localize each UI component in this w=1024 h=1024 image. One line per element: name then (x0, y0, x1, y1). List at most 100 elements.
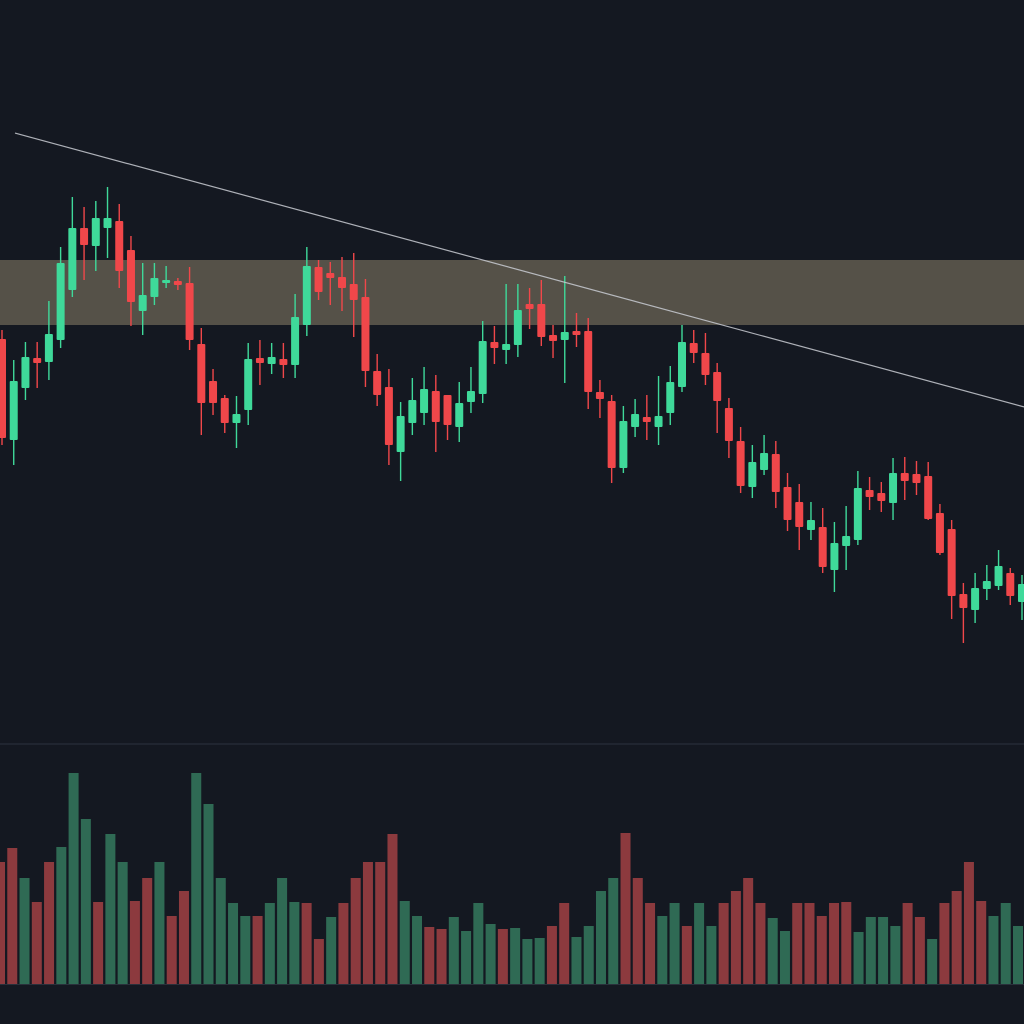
resistance-zone[interactable] (0, 260, 1024, 325)
candle-up[interactable] (103, 187, 112, 258)
candle-body (678, 342, 686, 387)
candle-body (279, 359, 288, 365)
candle-down[interactable] (595, 380, 604, 418)
candle-up[interactable] (889, 458, 898, 520)
candle-up[interactable] (994, 550, 1003, 590)
candle-down[interactable] (701, 333, 710, 385)
candle-down[interactable] (209, 369, 218, 415)
candle-down[interactable] (959, 583, 968, 643)
candle-up[interactable] (1018, 575, 1024, 620)
candle-down[interactable] (349, 253, 358, 337)
candle-down[interactable] (314, 260, 323, 300)
candle-body (478, 341, 487, 394)
candle-down[interactable] (326, 262, 335, 305)
candle-up[interactable] (302, 247, 311, 336)
candle-body (818, 527, 827, 567)
candle-up[interactable] (830, 522, 839, 592)
candle-down[interactable] (549, 325, 558, 358)
candle-down[interactable] (935, 504, 944, 555)
candle-up[interactable] (9, 360, 18, 465)
candle-down[interactable] (947, 520, 956, 619)
candle-down[interactable] (771, 441, 780, 508)
candle-down[interactable] (912, 461, 921, 495)
candle-down[interactable] (865, 477, 874, 510)
candle-up[interactable] (971, 573, 980, 623)
candle-down[interactable] (818, 508, 827, 573)
candle-down[interactable] (197, 328, 206, 435)
candle-up[interactable] (244, 343, 253, 425)
candle-down[interactable] (279, 343, 288, 378)
candle-down[interactable] (431, 375, 440, 452)
candle-up[interactable] (68, 197, 77, 297)
candle-down[interactable] (338, 257, 346, 311)
candle-up[interactable] (666, 366, 675, 425)
candle-down[interactable] (724, 398, 733, 458)
candle-down[interactable] (490, 326, 499, 364)
candle-up[interactable] (748, 445, 757, 498)
candle-up[interactable] (806, 502, 815, 540)
candle-down[interactable] (80, 207, 89, 280)
candle-down[interactable] (126, 236, 135, 326)
candle-body (209, 381, 218, 403)
candle-down[interactable] (713, 363, 722, 433)
candle-down[interactable] (185, 267, 194, 350)
candle-up[interactable] (396, 402, 405, 481)
candle-down[interactable] (33, 342, 42, 388)
candle-down[interactable] (220, 395, 229, 433)
candle-up[interactable] (420, 367, 429, 425)
candle-down[interactable] (255, 340, 264, 385)
candle-down[interactable] (384, 369, 393, 465)
candle-up[interactable] (760, 435, 769, 475)
candle-down[interactable] (584, 318, 593, 409)
candle-down[interactable] (689, 330, 698, 363)
candle-up[interactable] (502, 284, 511, 364)
candle-up[interactable] (232, 396, 241, 448)
candle-up[interactable] (654, 376, 663, 445)
candle-down[interactable] (115, 204, 124, 288)
candle-down[interactable] (443, 395, 452, 440)
trendline[interactable] (14, 132, 1024, 408)
candle-down[interactable] (361, 279, 370, 387)
candle-up[interactable] (267, 343, 276, 374)
candle-down[interactable] (900, 457, 909, 500)
candle-up[interactable] (466, 367, 475, 413)
candle-up[interactable] (91, 201, 100, 271)
candle-up[interactable] (56, 247, 65, 348)
volume-bar-down (963, 862, 974, 984)
candle-down[interactable] (736, 427, 745, 493)
candle-up[interactable] (162, 266, 171, 288)
candle-down[interactable] (0, 330, 6, 445)
candle-down[interactable] (607, 395, 616, 483)
candle-down[interactable] (642, 395, 651, 440)
candle-up[interactable] (478, 321, 487, 403)
candle-down[interactable] (537, 280, 546, 346)
candle-up[interactable] (619, 406, 628, 473)
volume-bar-down (632, 878, 643, 984)
candle-down[interactable] (173, 278, 182, 290)
candle-up[interactable] (138, 263, 147, 335)
candle-up[interactable] (678, 325, 686, 392)
candle-up[interactable] (291, 294, 300, 378)
candle-down[interactable] (877, 482, 886, 512)
candle-down[interactable] (783, 473, 792, 531)
candle-up[interactable] (44, 301, 53, 380)
candle-down[interactable] (924, 462, 933, 520)
candle-up[interactable] (150, 263, 159, 305)
candle-up[interactable] (455, 382, 464, 442)
candle-down[interactable] (1006, 568, 1015, 605)
candle-up[interactable] (513, 284, 522, 357)
candle-body (361, 297, 370, 371)
candle-up[interactable] (560, 276, 569, 383)
candle-down[interactable] (373, 354, 382, 406)
candle-up[interactable] (631, 399, 640, 437)
candle-up[interactable] (853, 471, 862, 545)
candle-up[interactable] (408, 378, 417, 435)
candle-down[interactable] (572, 313, 581, 347)
candle-body (314, 267, 323, 292)
candle-up[interactable] (842, 506, 851, 570)
candle-down[interactable] (795, 484, 804, 550)
candle-up[interactable] (21, 342, 30, 400)
candle-up[interactable] (982, 565, 991, 600)
candle-down[interactable] (525, 288, 534, 329)
